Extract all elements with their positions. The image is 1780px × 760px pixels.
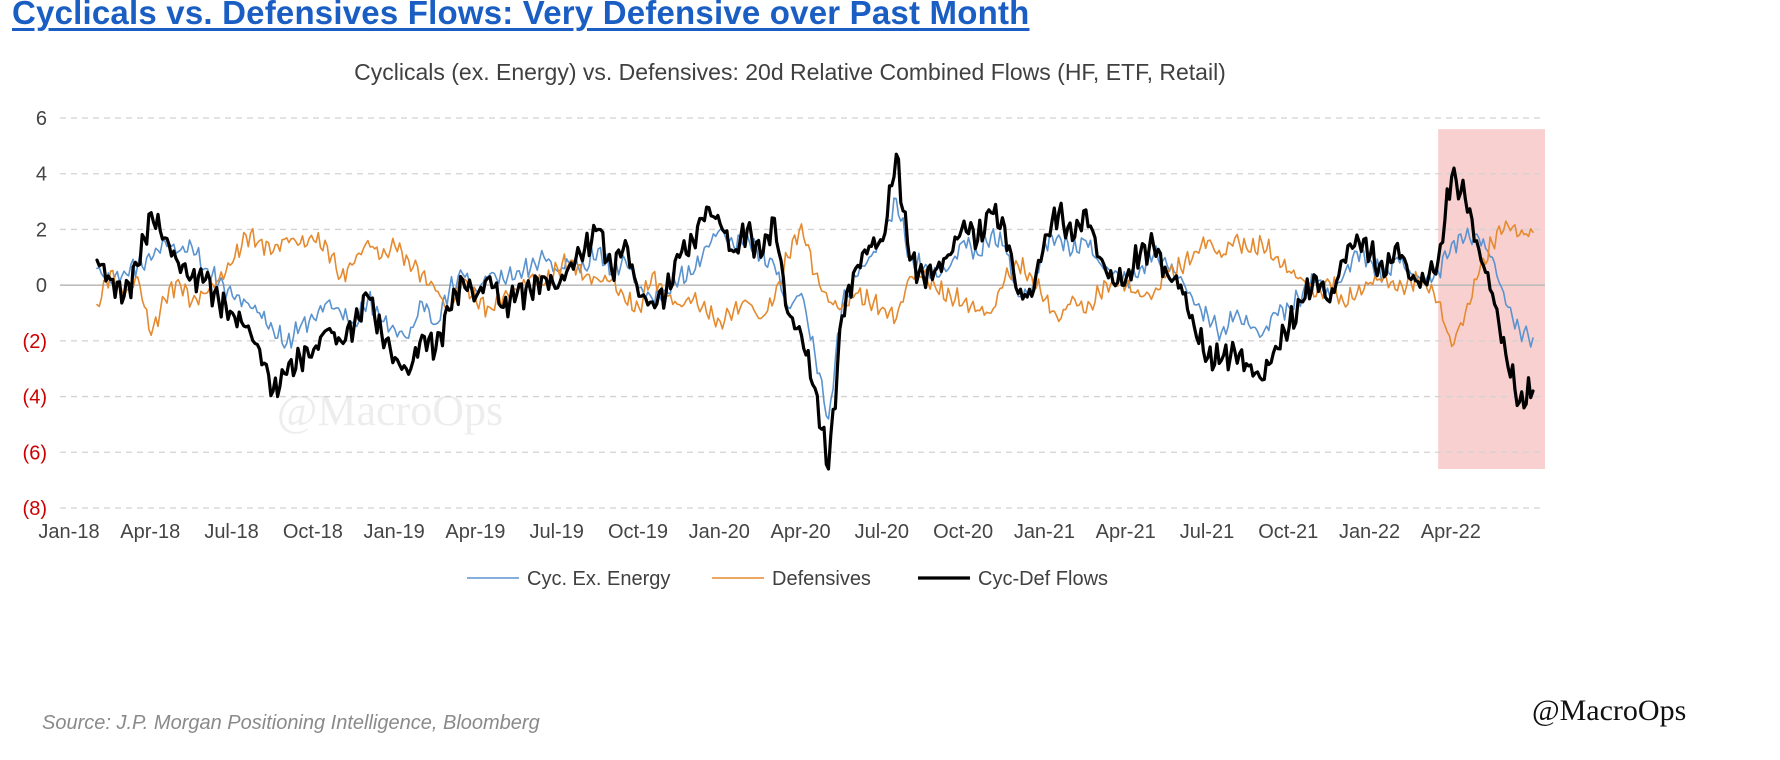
x-tick-label: Jul-21 bbox=[1180, 521, 1234, 543]
y-tick-label: (6) bbox=[23, 442, 47, 464]
series-layer bbox=[95, 152, 1535, 471]
x-tick-label: Oct-18 bbox=[283, 521, 343, 543]
y-tick-label: (4) bbox=[23, 387, 47, 409]
watermark: @MacroOps bbox=[277, 386, 503, 435]
y-tick-label: 4 bbox=[36, 164, 47, 186]
x-tick-label: Apr-21 bbox=[1096, 521, 1156, 543]
x-tick-label: Jan-20 bbox=[689, 521, 750, 543]
y-tick-label: 0 bbox=[36, 275, 47, 297]
x-tick-label: Jul-18 bbox=[204, 521, 258, 543]
highlight-layer bbox=[1438, 129, 1545, 469]
chart-title: Cyclicals (ex. Energy) vs. Defensives: 2… bbox=[354, 59, 1226, 85]
x-tick-label: Jan-19 bbox=[364, 521, 425, 543]
source-note: Source: J.P. Morgan Positioning Intellig… bbox=[42, 712, 540, 734]
x-tick-label: Apr-22 bbox=[1421, 521, 1481, 543]
y-tick-label: (8) bbox=[23, 498, 47, 520]
legend-label: Cyc-Def Flows bbox=[978, 568, 1108, 590]
x-tick-label: Apr-20 bbox=[771, 521, 831, 543]
x-tick-label: Apr-19 bbox=[445, 521, 505, 543]
highlight-region bbox=[1438, 129, 1545, 469]
headline: Cyclicals vs. Defensives Flows: Very Def… bbox=[12, 0, 1030, 31]
x-tick-label: Jan-21 bbox=[1014, 521, 1075, 543]
x-tick-label: Jan-22 bbox=[1339, 521, 1400, 543]
chart: Cyclicals (ex. Energy) vs. Defensives: 2… bbox=[23, 59, 1545, 590]
series-line-cyc-def-flows bbox=[95, 152, 1535, 471]
brand-handle: @MacroOps bbox=[1532, 694, 1687, 727]
y-tick-label: (2) bbox=[23, 331, 47, 353]
x-tick-label: Oct-21 bbox=[1258, 521, 1318, 543]
grid-layer bbox=[60, 117, 1545, 509]
legend-label: Cyc. Ex. Energy bbox=[527, 568, 670, 590]
x-tick-label: Oct-19 bbox=[608, 521, 668, 543]
x-tick-label: Jul-20 bbox=[855, 521, 909, 543]
series-line-defensives bbox=[96, 220, 1534, 348]
x-tick-label: Apr-18 bbox=[120, 521, 180, 543]
y-tick-label: 2 bbox=[36, 219, 47, 241]
y-tick-label: 6 bbox=[36, 108, 47, 130]
x-tick-label: Oct-20 bbox=[933, 521, 993, 543]
series-line-cyc-ex-energy bbox=[96, 197, 1534, 420]
x-axis: Jan-18 Apr-18 Jul-18 Oct-18 Jan-19 Apr-19 Jul-… bbox=[38, 521, 1480, 543]
x-tick-label: Jul-19 bbox=[529, 521, 583, 543]
y-axis: 6 4 2 0 (2) (4) (6) (8) bbox=[23, 108, 47, 520]
legend: Cyc. Ex. Energy Defensives Cyc-Def Flows bbox=[467, 568, 1108, 590]
legend-label: Defensives bbox=[772, 568, 871, 590]
x-tick-label: Jan-18 bbox=[38, 521, 99, 543]
